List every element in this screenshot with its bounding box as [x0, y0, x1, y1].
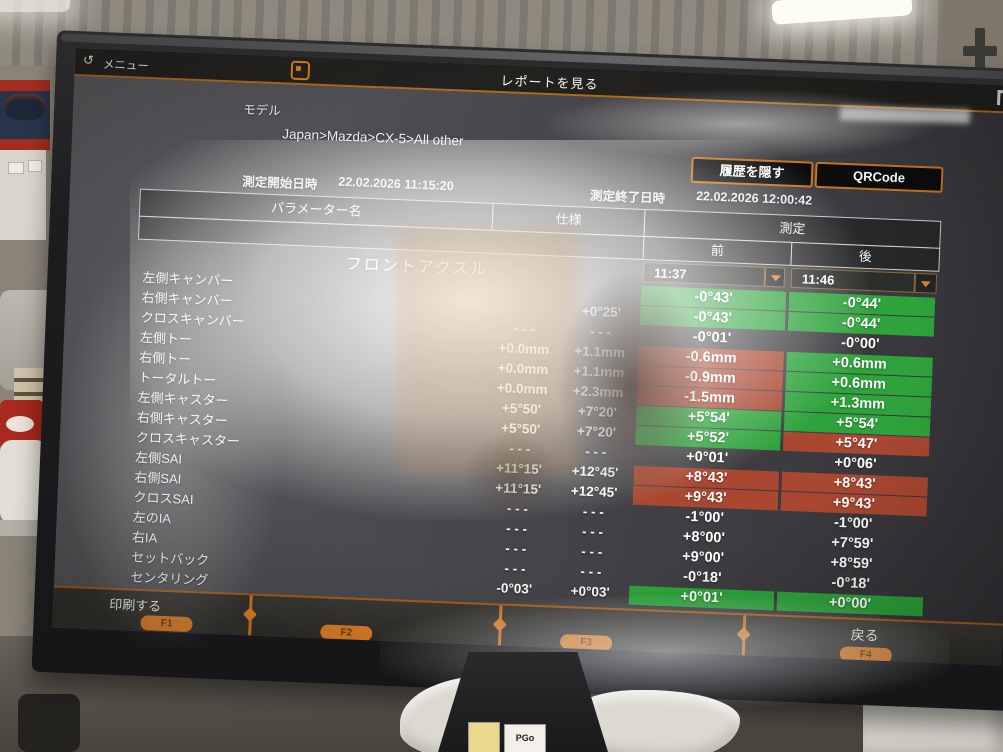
segment-separator: [497, 605, 503, 648]
model-label: モデル: [242, 102, 281, 119]
spec-max-value: +12°45': [571, 463, 619, 481]
wall-bracket-2: [975, 28, 985, 74]
tool-icon: [997, 90, 1003, 106]
spec-min-value: +11°15': [495, 460, 543, 478]
before-time-dropdown[interactable]: 11:37: [642, 261, 766, 287]
hide-history-button[interactable]: 履歴を隠す: [690, 156, 814, 188]
after-time-dropdown-arrow-icon[interactable]: [914, 272, 938, 294]
segment-separator: [741, 615, 747, 658]
poster-red-band-bottom: [0, 139, 50, 150]
spec-min-value: +0.0mm: [497, 360, 549, 378]
spec-min-value: - - -: [504, 560, 526, 577]
spec-max-value: - - -: [581, 523, 604, 540]
end-datetime-value: 22.02.2026 12:00:42: [695, 189, 813, 208]
dark-clamp-object: [18, 694, 80, 752]
f4-key-button[interactable]: F4: [839, 646, 893, 664]
spec-min-value: +0.0mm: [498, 340, 550, 358]
spec-max-value: - - -: [580, 543, 603, 560]
white-wall-panel: [0, 150, 46, 240]
after-value: +0°00': [776, 591, 924, 616]
start-datetime-value: 22.02.2026 11:15:20: [338, 174, 454, 194]
print-button[interactable]: 印刷する: [108, 596, 162, 614]
before-time-dropdown-arrow-icon[interactable]: [764, 266, 786, 288]
spec-max-value: +1.1mm: [574, 343, 626, 361]
start-datetime-label: 測定開始日時: [242, 174, 318, 192]
monitor-bezel: ↺ メニュー レポートを見る モデル Japan>Mazda>CX-5>All …: [31, 30, 1003, 712]
wall-switch: [8, 162, 24, 174]
spec-min-value: +0.0mm: [496, 380, 548, 398]
alignment-report-screen: ↺ メニュー レポートを見る モデル Japan>Mazda>CX-5>All …: [52, 47, 1003, 666]
col-header-after: 後: [790, 241, 941, 272]
spec-max-value: +7°20': [576, 423, 617, 440]
table-body: 左側キャンバー -0°43' -0°44' 右側キャンバー +0°25' -0°…: [124, 265, 936, 617]
param-name: 右IA: [131, 529, 158, 546]
spec-min-value: - - -: [506, 500, 529, 517]
poster-car-image: [4, 94, 46, 120]
spec-min-value: - - -: [513, 320, 536, 337]
spec-max-value: - - -: [589, 323, 612, 340]
f1-key-button[interactable]: F1: [140, 615, 193, 633]
wall-switch-2: [28, 160, 42, 172]
after-time-dropdown[interactable]: 11:46: [790, 267, 916, 293]
back-button[interactable]: 戻る: [850, 626, 879, 644]
f3-key-button[interactable]: F3: [559, 633, 613, 651]
f2-key-button[interactable]: F2: [320, 624, 373, 642]
spec-min-value: - - -: [505, 540, 527, 557]
before-value: +0°01': [628, 585, 775, 610]
spec-min-value: - - -: [505, 520, 528, 537]
col-header-before: 前: [642, 235, 793, 266]
spec-min-value: -0°03': [496, 580, 533, 597]
segment-separator: [248, 595, 253, 638]
spec-min-value: +5°50': [501, 400, 542, 417]
vehicle-model-path: Japan>Mazda>CX-5>All other: [281, 126, 464, 149]
spec-min-value: +5°50': [500, 420, 541, 437]
spec-max-value: +7°20': [577, 403, 618, 420]
spec-max-value: - - -: [582, 503, 605, 520]
spec-max-value: +0°03': [570, 583, 610, 600]
spec-max-value: +1.1mm: [573, 363, 625, 381]
qrcode-button[interactable]: QRCode: [814, 161, 944, 193]
param-name: センタリング: [130, 569, 209, 588]
spec-min-value: +11°15': [495, 480, 542, 498]
fluorescent-light-2: [0, 0, 70, 12]
warning-sticker: [468, 722, 500, 752]
spec-max-value: - - -: [584, 443, 607, 460]
spec-max-value: [565, 283, 641, 286]
alignment-table: パラメーター名 仕様 測定 前 後 フロントアクスル 11:37 11:46 左…: [124, 188, 942, 621]
spec-min-value: - - -: [509, 440, 531, 457]
spec-max-value: +2.3mm: [572, 383, 624, 401]
spec-max-value: +0°25': [581, 303, 622, 321]
stand-sticker: PGo: [504, 724, 546, 752]
red-container-label: [6, 416, 34, 432]
poster-red-band-top: [0, 80, 50, 91]
spec-max-value: - - -: [580, 563, 602, 580]
end-datetime-label: 測定終了日時: [589, 188, 666, 206]
spec-max-value: +12°45': [570, 483, 618, 501]
wall-poster: [0, 80, 50, 150]
